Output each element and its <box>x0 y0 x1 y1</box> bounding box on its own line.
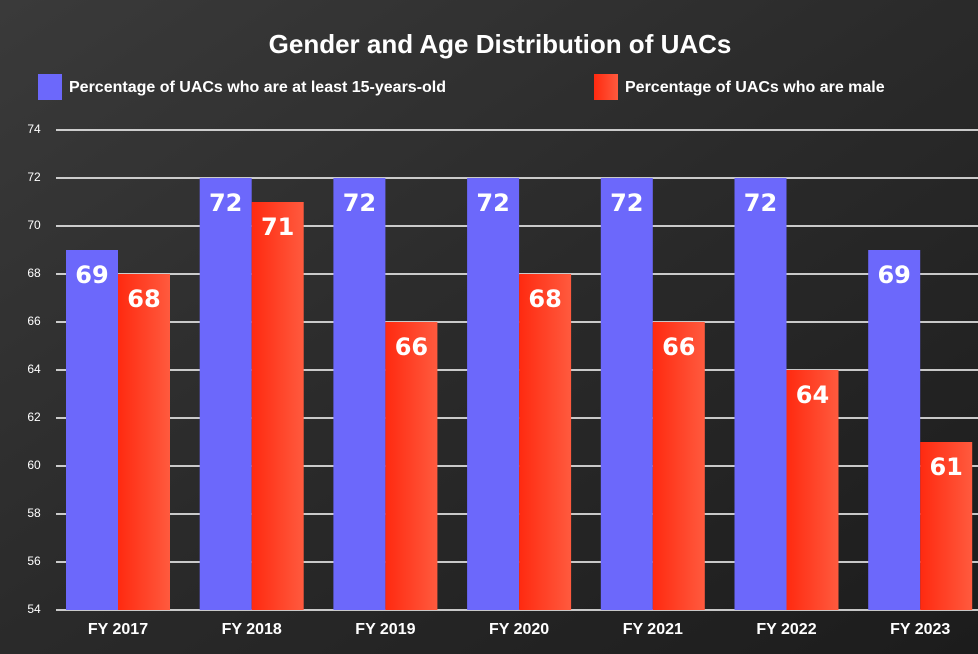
y-tick-label: 72 <box>27 170 41 184</box>
bar <box>333 178 385 610</box>
value-label: 69 <box>75 261 108 289</box>
y-tick-label: 70 <box>27 218 41 232</box>
legend-swatch <box>38 74 62 100</box>
x-tick-label: FY 2019 <box>355 621 415 638</box>
value-label: 61 <box>929 453 962 481</box>
x-tick-label: FY 2018 <box>222 621 282 638</box>
value-label: 72 <box>209 189 242 217</box>
bar <box>252 202 304 610</box>
value-label: 66 <box>662 333 695 361</box>
bar <box>118 274 170 610</box>
value-label: 66 <box>395 333 428 361</box>
value-label: 68 <box>127 285 160 313</box>
bar <box>868 250 920 610</box>
value-label: 68 <box>528 285 561 313</box>
value-label: 69 <box>877 261 910 289</box>
y-tick-label: 56 <box>27 554 41 568</box>
y-tick-label: 64 <box>27 362 41 376</box>
chart-title: Gender and Age Distribution of UACs <box>269 29 732 59</box>
y-tick-label: 62 <box>27 410 41 424</box>
y-tick-label: 58 <box>27 506 41 520</box>
y-tick-label: 66 <box>27 314 41 328</box>
bar <box>653 322 705 610</box>
value-label: 72 <box>744 189 777 217</box>
bar <box>467 178 519 610</box>
x-tick-label: FY 2021 <box>623 621 683 638</box>
bar <box>200 178 252 610</box>
y-tick-label: 54 <box>27 602 41 616</box>
y-tick-label: 68 <box>27 266 41 280</box>
x-tick-label: FY 2022 <box>756 621 816 638</box>
bar <box>519 274 571 610</box>
bar <box>735 178 787 610</box>
bar <box>385 322 437 610</box>
y-tick-label: 74 <box>27 122 41 136</box>
bar <box>66 250 118 610</box>
bar <box>601 178 653 610</box>
x-tick-label: FY 2020 <box>489 621 549 638</box>
y-tick-label: 60 <box>27 458 41 472</box>
value-label: 72 <box>476 189 509 217</box>
legend-label: Percentage of UACs who are at least 15-y… <box>69 79 446 96</box>
value-label: 72 <box>343 189 376 217</box>
legend-swatch <box>594 74 618 100</box>
value-label: 72 <box>610 189 643 217</box>
x-tick-label: FY 2017 <box>88 621 148 638</box>
value-label: 64 <box>796 381 829 409</box>
chart: Gender and Age Distribution of UACs Perc… <box>0 0 978 654</box>
value-label: 71 <box>261 213 294 241</box>
legend-label: Percentage of UACs who are male <box>625 79 885 96</box>
x-tick-label: FY 2023 <box>890 621 950 638</box>
